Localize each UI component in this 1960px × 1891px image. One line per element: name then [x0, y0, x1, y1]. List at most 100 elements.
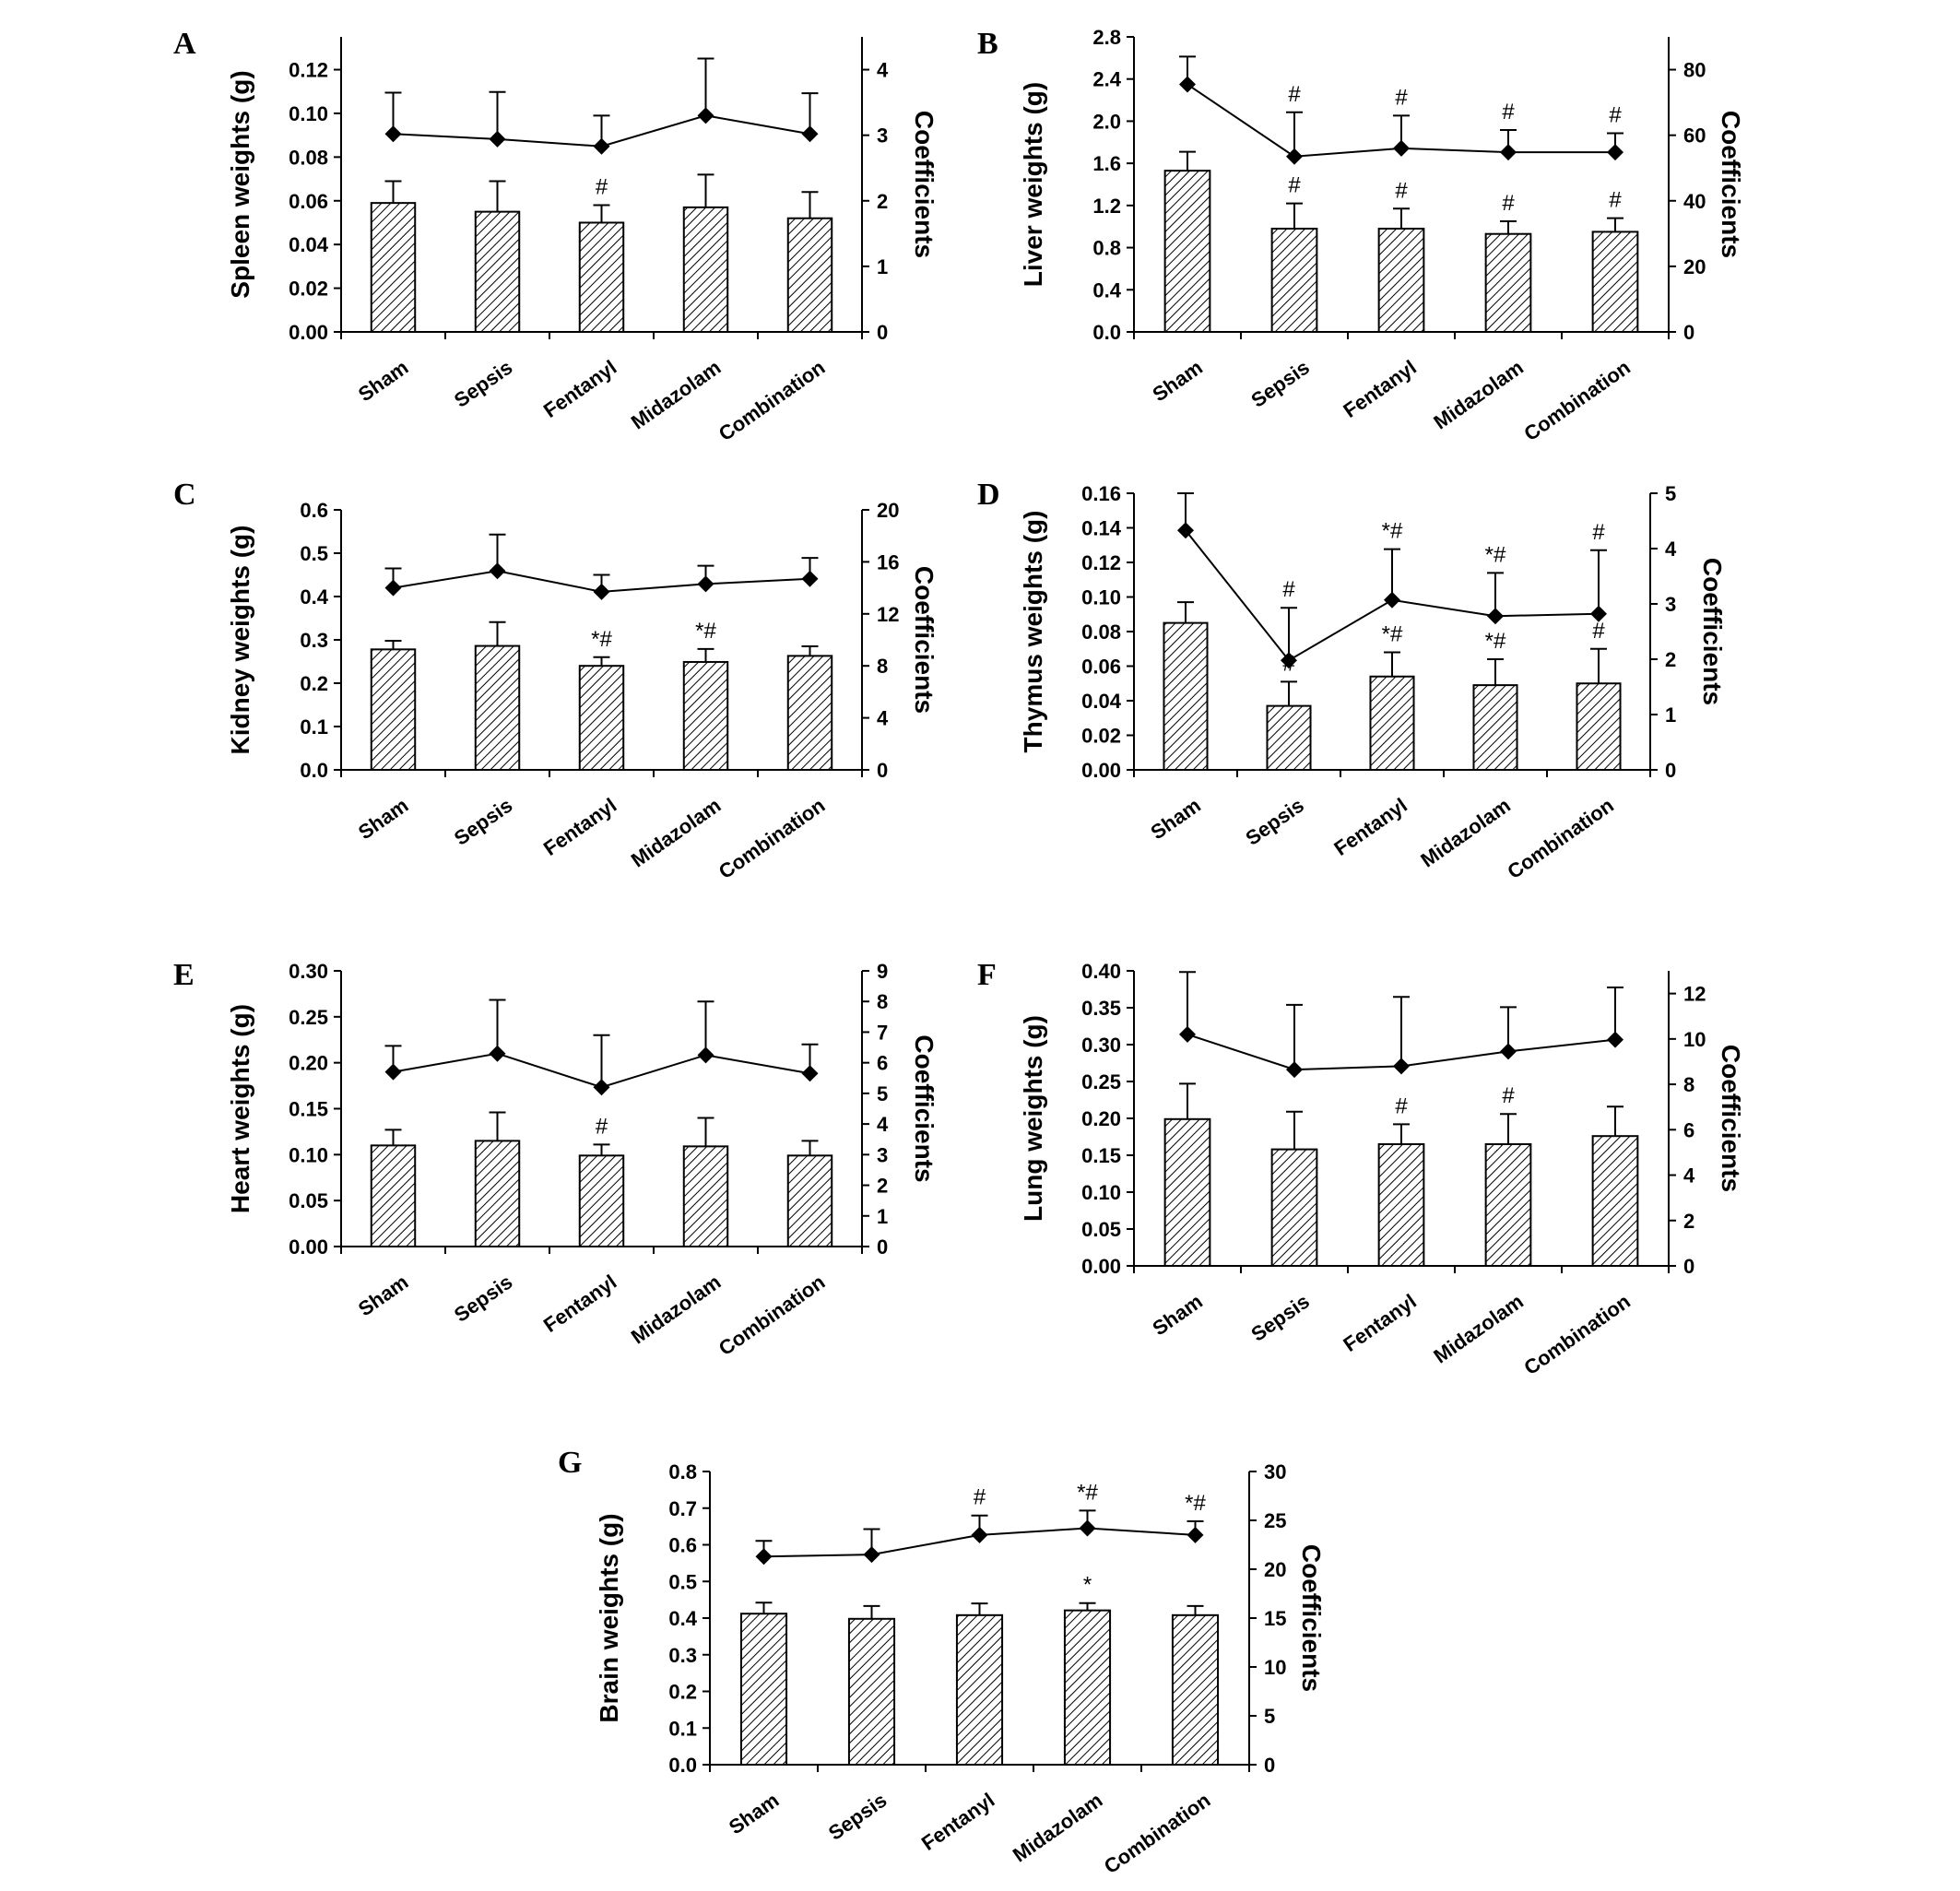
y2-tick-label: 4 — [1665, 538, 1677, 561]
bar — [1369, 675, 1415, 771]
line-point — [1590, 605, 1607, 622]
significance-mark: # — [974, 1485, 986, 1510]
y-tick-label: 0.15 — [289, 1098, 328, 1121]
y-tick-label: 0.14 — [1081, 517, 1122, 540]
bar — [578, 221, 625, 333]
line-point — [1286, 148, 1303, 165]
line-point — [489, 562, 506, 580]
y2-tick-label: 1 — [877, 255, 888, 278]
significance-mark: * — [1083, 1573, 1092, 1598]
y-tick-label: 0.10 — [289, 1143, 328, 1166]
y2-tick-label: 2 — [1683, 1210, 1694, 1233]
y-tick-label: 0.10 — [1081, 1181, 1121, 1204]
bar — [1576, 682, 1622, 771]
y2-tick-label: 3 — [877, 124, 888, 148]
y2-tick-label: 60 — [1683, 124, 1706, 148]
bar — [1063, 1609, 1112, 1766]
y-tick-label: 0.00 — [289, 321, 328, 344]
line-point — [1179, 76, 1196, 93]
significance-mark: # — [1502, 1083, 1515, 1108]
bar — [370, 202, 417, 333]
y2-tick-label: 5 — [877, 1082, 888, 1105]
y2-tick-label: 15 — [1264, 1607, 1286, 1630]
y-tick-label: 0.6 — [300, 499, 328, 522]
line-point — [593, 1079, 610, 1096]
y2-tick-label: 30 — [1264, 1460, 1286, 1483]
y-tick-label: 0.15 — [1081, 1144, 1121, 1167]
category-label: Sepsis — [1246, 356, 1313, 412]
bar — [1171, 1613, 1220, 1766]
y2-tick-label: 12 — [1683, 983, 1706, 1006]
y-axis-title: Brain weights (g) — [595, 1513, 623, 1722]
y-tick-label: 0.10 — [289, 102, 328, 125]
panel-letter: E — [173, 958, 195, 992]
y2-axis-title: Coefficients — [1717, 111, 1745, 258]
line-point — [1393, 1058, 1410, 1075]
bar — [1591, 1135, 1639, 1267]
panel-e: E 0.00 0.05 0.10 0.15 0.20 0.25 0.30 0 1 2 3 4 5 6 7 8 9 #… — [173, 958, 939, 1360]
y-tick-label: 0.08 — [289, 146, 328, 169]
bar — [370, 1144, 417, 1248]
y-tick-label: 0.00 — [1081, 759, 1121, 782]
y-tick-label: 2.4 — [1092, 68, 1121, 91]
y-axis-title: Thymus weights (g) — [1019, 511, 1047, 753]
bar — [682, 1145, 729, 1247]
bar — [370, 648, 417, 772]
y2-axis-title: Coefficients — [1297, 1544, 1326, 1692]
y2-tick-label: 20 — [1264, 1558, 1286, 1581]
category-label: Sepsis — [450, 1271, 516, 1327]
significance-mark: # — [1502, 100, 1515, 124]
y2-tick-label: 8 — [877, 990, 888, 1013]
y2-tick-label: 9 — [877, 960, 888, 983]
y2-tick-label: 4 — [1683, 1164, 1695, 1188]
bar — [1270, 1148, 1318, 1267]
panel-b: B 0.0 0.4 0.8 1.2 1.6 2.0 2.4 2.8 0 20 40 60 80 # # # # # #… — [977, 26, 1745, 445]
bar — [1163, 1117, 1211, 1268]
y-tick-label: 0.12 — [289, 59, 328, 82]
line-point — [863, 1546, 880, 1564]
category-label: Midazolam — [1429, 356, 1527, 434]
line-point — [1393, 139, 1410, 157]
significance-mark: # — [1592, 520, 1605, 545]
line-point — [1079, 1519, 1096, 1537]
y-tick-label: 0.1 — [668, 1717, 697, 1740]
bar — [578, 665, 625, 772]
category-label: Fentanyl — [539, 794, 620, 860]
y-tick-label: 1.2 — [1092, 195, 1121, 218]
y-tick-label: 0.0 — [300, 759, 328, 782]
y2-tick-label: 2 — [877, 190, 888, 213]
line-point — [697, 107, 714, 124]
category-label: Midazolam — [627, 356, 725, 434]
line-point — [1177, 522, 1194, 539]
y2-tick-label: 0 — [877, 1235, 888, 1259]
category-label: Sepsis — [450, 794, 516, 850]
significance-mark: *# — [591, 627, 612, 652]
y-tick-label: 0.16 — [1081, 482, 1121, 505]
significance-mark: *# — [1077, 1480, 1098, 1505]
y2-tick-label: 8 — [877, 655, 888, 678]
bar — [955, 1613, 1004, 1766]
y2-tick-label: 12 — [877, 603, 899, 626]
y2-tick-label: 1 — [1665, 703, 1676, 727]
y-tick-label: 0.2 — [668, 1681, 697, 1704]
category-label: Midazolam — [1009, 1789, 1106, 1867]
bar — [786, 655, 833, 772]
y-axis-title: Liver weights (g) — [1019, 82, 1047, 287]
line-point — [697, 575, 714, 593]
bar — [1484, 1143, 1532, 1267]
line-point — [801, 570, 819, 587]
panel-d: D 0.00 0.02 0.04 0.06 0.08 0.10 0.12 0.14 0.16 0 1 2… — [977, 478, 1727, 883]
y-tick-label: 0.04 — [1081, 690, 1122, 713]
y2-tick-label: 0 — [1683, 1255, 1694, 1278]
panel-letter: C — [173, 478, 196, 512]
y2-tick-label: 20 — [877, 499, 899, 522]
significance-mark: # — [1609, 188, 1622, 213]
y-tick-label: 0.30 — [1081, 1034, 1121, 1057]
y-tick-label: 0.8 — [1092, 237, 1121, 260]
y2-axis-title: Coefficients — [910, 1034, 939, 1182]
category-label: Midazolam — [627, 1271, 725, 1349]
category-label: Fentanyl — [1339, 356, 1420, 422]
y2-tick-label: 6 — [1683, 1118, 1694, 1141]
category-label: Combination — [1519, 1290, 1634, 1380]
line-point — [801, 1065, 819, 1082]
